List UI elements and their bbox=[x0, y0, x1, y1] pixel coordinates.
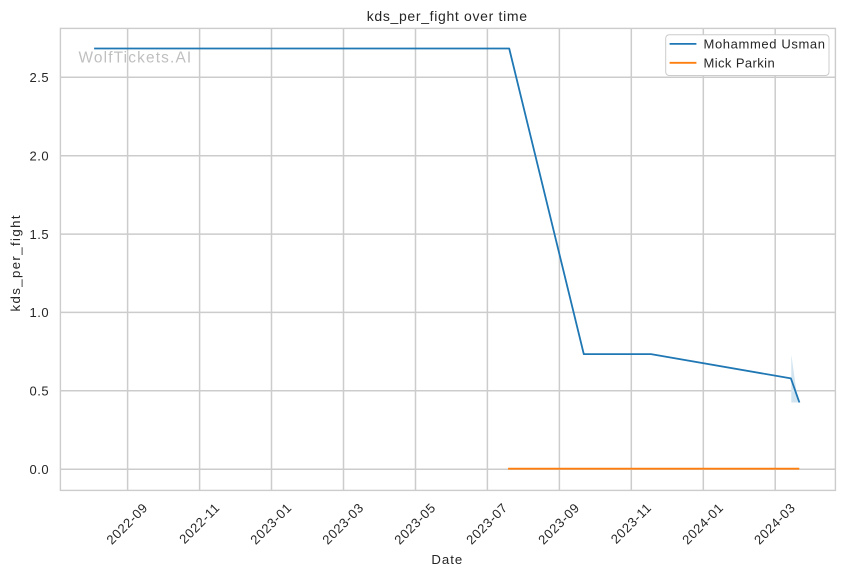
svg-text:kds_per_fight: kds_per_fight bbox=[8, 214, 23, 311]
svg-text:0.0: 0.0 bbox=[30, 462, 50, 477]
svg-text:1.5: 1.5 bbox=[30, 227, 50, 242]
svg-text:WolfTickets.AI: WolfTickets.AI bbox=[79, 50, 193, 67]
svg-text:Date: Date bbox=[431, 552, 463, 567]
svg-text:2.5: 2.5 bbox=[30, 70, 50, 85]
svg-text:1.0: 1.0 bbox=[30, 305, 50, 320]
svg-text:2.0: 2.0 bbox=[30, 148, 50, 163]
svg-text:Mohammed Usman: Mohammed Usman bbox=[704, 37, 826, 52]
svg-text:0.5: 0.5 bbox=[30, 384, 50, 399]
svg-text:Mick Parkin: Mick Parkin bbox=[704, 56, 776, 71]
svg-text:kds_per_fight over time: kds_per_fight over time bbox=[367, 8, 528, 24]
